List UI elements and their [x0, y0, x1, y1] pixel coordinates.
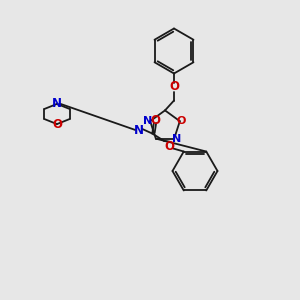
Text: O: O: [164, 140, 174, 153]
Text: O: O: [164, 140, 174, 153]
Text: O: O: [169, 80, 179, 94]
Text: O: O: [150, 113, 160, 127]
Text: N: N: [52, 98, 62, 110]
Text: O: O: [150, 113, 160, 127]
Text: O: O: [177, 116, 186, 126]
Text: N: N: [172, 134, 181, 144]
Text: N: N: [143, 116, 152, 126]
Text: N: N: [143, 116, 152, 126]
Text: N: N: [134, 124, 144, 137]
Text: O: O: [169, 80, 179, 94]
Text: O: O: [52, 118, 62, 130]
Text: N: N: [52, 98, 62, 110]
Text: N: N: [172, 134, 181, 144]
Text: O: O: [52, 118, 62, 130]
Text: N: N: [134, 124, 144, 137]
Text: O: O: [177, 116, 186, 126]
